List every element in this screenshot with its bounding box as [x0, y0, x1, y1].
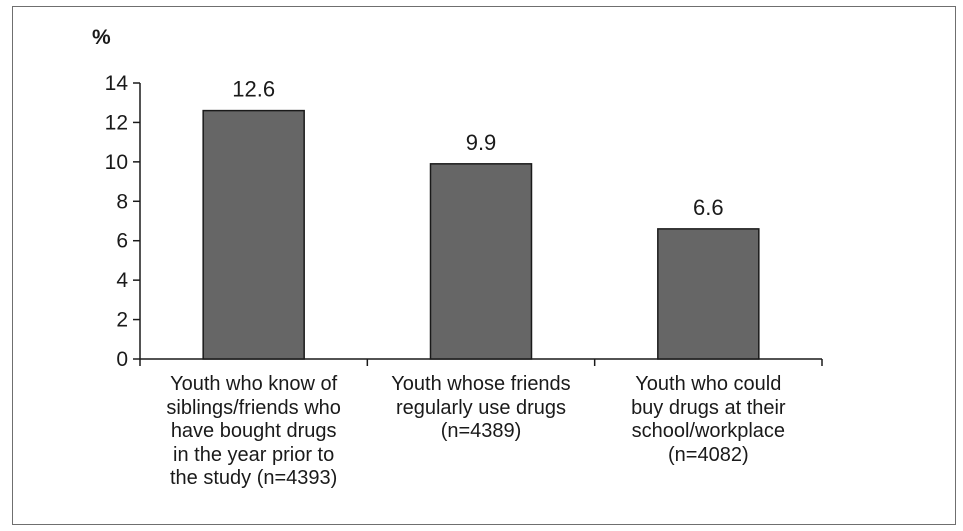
data-label: 9.9 [466, 130, 497, 155]
data-label: 12.6 [232, 77, 275, 102]
y-tick-label: 12 [105, 111, 128, 134]
bar [429, 163, 533, 360]
y-unit-label: % [92, 26, 111, 49]
data-label: 6.6 [693, 195, 724, 220]
bar [657, 228, 760, 360]
data-labels: 12.6 9.9 6.6 [232, 77, 723, 220]
y-tick-label: 14 [105, 72, 129, 95]
x-category-label: Youth who know of siblings/friends who h… [166, 373, 341, 489]
bar [202, 109, 305, 360]
y-tick-label: 0 [116, 348, 128, 371]
bars [202, 109, 760, 360]
x-category-label: Youth whose friends regularly use drugs … [391, 373, 571, 442]
y-tick-label: 6 [116, 230, 128, 253]
y-tick-label: 4 [116, 269, 128, 292]
y-tick-label: 2 [116, 309, 128, 332]
y-tick-label: 8 [116, 190, 128, 213]
y-axis: 0 2 4 6 8 10 12 14 [105, 72, 141, 371]
x-axis [139, 358, 823, 366]
x-category-label: Youth who could buy drugs at their schoo… [631, 373, 786, 466]
y-tick-label: 10 [105, 151, 128, 174]
